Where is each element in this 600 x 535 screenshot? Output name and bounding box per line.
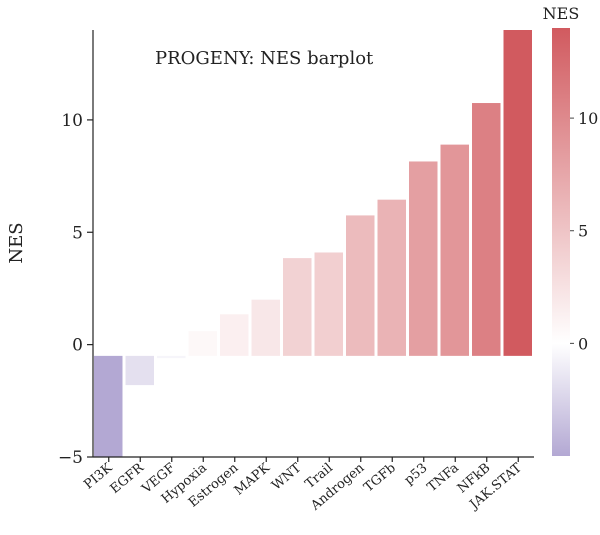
bars-group [94, 30, 532, 457]
colorbar-tick-label: 5 [578, 222, 588, 241]
colorbar-gradient [552, 28, 570, 456]
bar-mapk [251, 299, 280, 356]
x-tick-label: MAPK [232, 460, 273, 498]
colorbar-tick-label: 0 [578, 334, 588, 353]
bar-trail [314, 252, 343, 356]
colorbar-tick-label: 10 [578, 109, 598, 128]
y-tick-label: 10 [61, 111, 83, 131]
x-tick-label: TNFa [425, 460, 462, 495]
bar-vegf [157, 355, 186, 359]
x-tick-label: WNT [269, 460, 304, 493]
bar-nfkb [472, 103, 501, 356]
chart-title: PROGENY: NES barplot [155, 48, 374, 69]
y-tick-label: 5 [72, 223, 83, 243]
y-axis-label: NES [6, 222, 27, 263]
bar-pi3k [94, 355, 123, 457]
y-tick-label: −5 [58, 448, 83, 468]
colorbar-title: NES [543, 4, 580, 23]
bar-estrogen [220, 314, 249, 356]
bar-tnfa [440, 144, 469, 356]
bar-hypoxia [188, 331, 217, 356]
bar-jak-stat [503, 30, 532, 356]
y-tick-label: 0 [72, 336, 83, 356]
colorbar-ticks: 0 5 10 [570, 109, 598, 353]
bar-egfr [125, 355, 154, 386]
x-tick-label: EGFR [108, 460, 148, 497]
bar-p53 [409, 161, 438, 356]
bar-androgen [346, 215, 375, 356]
bar-tgfb [377, 199, 406, 356]
colorbar: NES 0 5 10 [543, 4, 598, 456]
x-tick-label: TGFb [361, 461, 399, 496]
bar-wnt [283, 258, 312, 356]
